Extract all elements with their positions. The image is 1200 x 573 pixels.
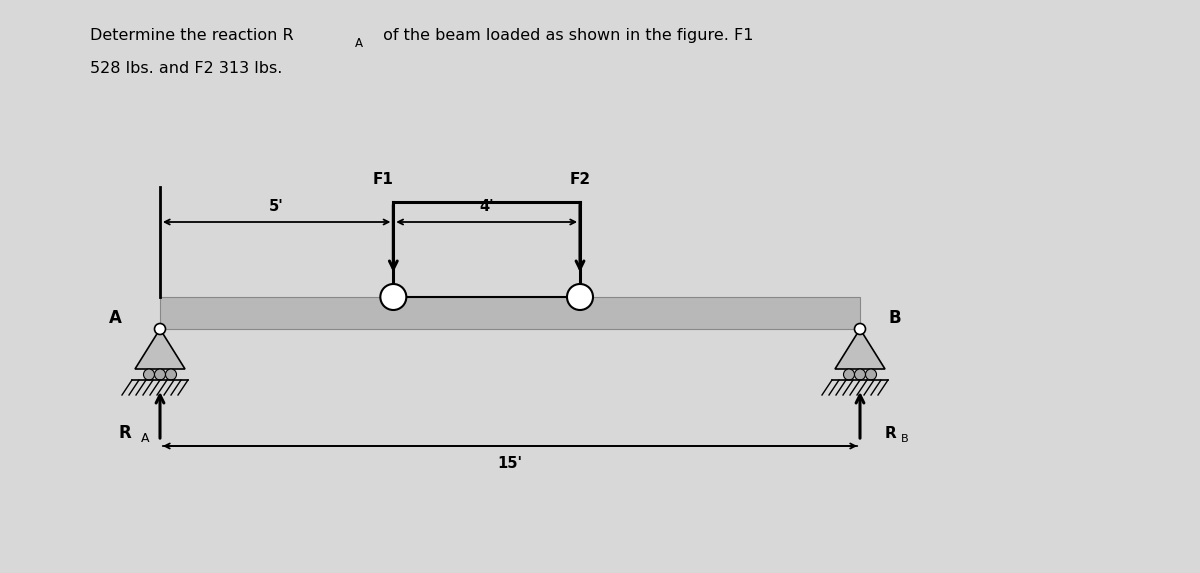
Circle shape <box>568 284 593 310</box>
Circle shape <box>144 369 155 380</box>
Text: of the beam loaded as shown in the figure. F1: of the beam loaded as shown in the figur… <box>378 28 754 43</box>
Text: A: A <box>108 309 121 327</box>
Text: 5': 5' <box>269 199 284 214</box>
Text: Determine the reaction R: Determine the reaction R <box>90 28 294 43</box>
Circle shape <box>380 284 407 310</box>
Circle shape <box>155 324 166 335</box>
Text: R: R <box>884 426 896 441</box>
Circle shape <box>166 369 176 380</box>
Text: F1: F1 <box>373 172 394 187</box>
Text: A: A <box>355 37 364 50</box>
Text: F2: F2 <box>570 172 590 187</box>
Text: 528 lbs. and F2 313 lbs.: 528 lbs. and F2 313 lbs. <box>90 61 282 76</box>
Circle shape <box>844 369 854 380</box>
Polygon shape <box>134 329 185 369</box>
Circle shape <box>155 369 166 380</box>
Bar <box>160 297 860 329</box>
Text: B: B <box>889 309 901 327</box>
Text: 4': 4' <box>479 199 494 214</box>
Text: B: B <box>901 434 908 444</box>
Polygon shape <box>835 329 886 369</box>
Circle shape <box>865 369 876 380</box>
Text: 15': 15' <box>498 456 522 471</box>
Text: R: R <box>119 424 131 442</box>
Text: A: A <box>140 433 149 445</box>
Circle shape <box>854 369 865 380</box>
Circle shape <box>854 324 865 335</box>
